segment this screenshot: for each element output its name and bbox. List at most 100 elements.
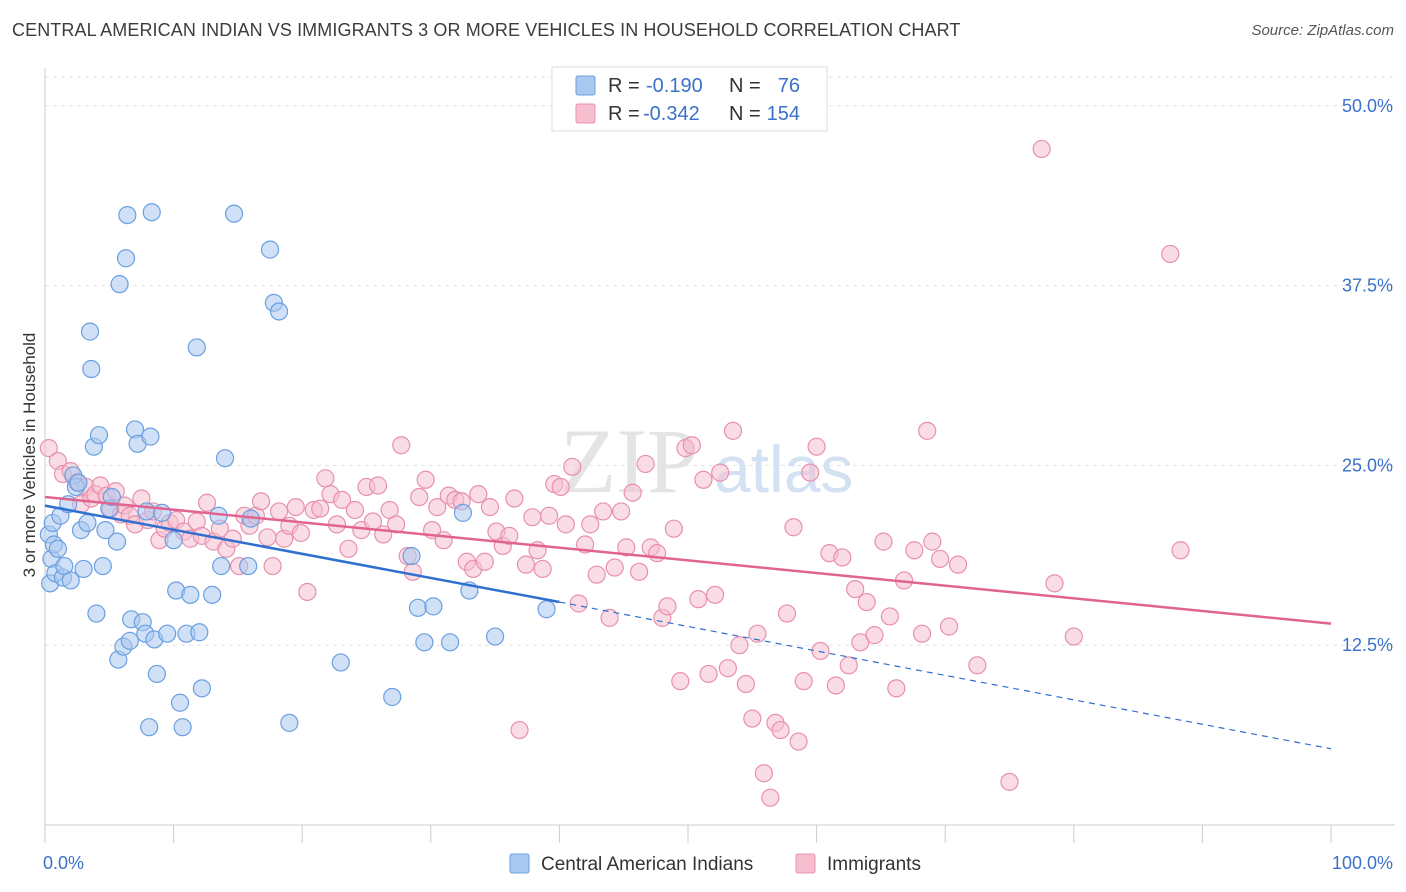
scatter-point <box>142 203 161 222</box>
scatter-point <box>158 624 177 643</box>
scatter-point <box>510 720 529 740</box>
scatter-point <box>754 764 773 783</box>
legend-r-label-1: R = <box>608 75 640 97</box>
scatter-point <box>1161 244 1180 264</box>
scatter-point <box>291 523 311 543</box>
scatter-point <box>880 607 900 626</box>
scatter-point <box>258 528 277 547</box>
source-label: Source: ZipAtlas.com <box>1251 22 1394 39</box>
scatter-point <box>612 502 631 521</box>
scatter-point <box>402 546 421 566</box>
legend-swatch-blue <box>575 75 596 96</box>
scatter-point <box>424 597 443 616</box>
scatter-point <box>345 500 365 520</box>
scatter-point <box>116 249 136 268</box>
scatter-point <box>74 559 93 579</box>
y-tick-label: 25.0% <box>1342 455 1393 475</box>
scatter-point <box>251 492 271 511</box>
scatter-point <box>807 437 826 456</box>
scatter-point <box>1171 541 1190 560</box>
scatter-point <box>874 532 893 551</box>
watermark-atlas: atlas <box>714 432 853 506</box>
scatter-point <box>368 476 388 495</box>
scatter-point <box>682 436 701 455</box>
scatter-point <box>39 439 58 458</box>
legend-r-value-1: -0.190 <box>646 75 703 97</box>
chart-title: CENTRAL AMERICAN INDIAN VS IMMIGRANTS 3 … <box>12 20 961 40</box>
scatter-point <box>486 627 505 646</box>
scatter-point <box>140 718 159 737</box>
scatter-point <box>968 656 987 675</box>
scatter-point <box>215 449 235 468</box>
legend-r-label-2: R = <box>608 103 640 125</box>
scatter-point <box>811 641 830 661</box>
scatter-point <box>331 653 350 672</box>
legend-n-value-1: 76 <box>778 75 800 97</box>
scatter-point <box>743 709 762 728</box>
scatter-point <box>948 555 968 574</box>
scatter-point <box>761 788 780 807</box>
scatter-point <box>48 539 67 558</box>
scatter-point <box>89 426 109 445</box>
scatter-point <box>664 519 683 538</box>
scatter-point <box>736 674 755 694</box>
scatter-point <box>61 571 80 590</box>
scatter-point <box>93 556 112 576</box>
scatter-point <box>857 592 876 612</box>
legend-r-value-2: -0.342 <box>643 103 700 125</box>
scatter-point <box>784 518 803 537</box>
legend-label-immigrants: Immigrants <box>827 854 921 875</box>
scatter-point <box>480 498 500 517</box>
scatter-point <box>1064 627 1083 646</box>
legend-label-central-american-indians: Central American Indians <box>541 854 753 875</box>
scatter-point <box>594 502 613 521</box>
trend-line-central-american-indians <box>44 504 560 604</box>
scatter-point <box>839 656 858 675</box>
scatter-point <box>636 454 655 474</box>
scatter-point <box>865 626 884 645</box>
scatter-point <box>316 469 335 488</box>
y-axis-label: 3 or more Vehicles in Household <box>20 333 39 578</box>
scatter-point <box>563 457 582 476</box>
scatter-point <box>434 531 453 550</box>
scatter-point <box>170 693 190 712</box>
scatter-point <box>630 562 649 581</box>
scatter-point <box>551 477 570 497</box>
scatter-point <box>556 515 575 534</box>
y-tick-label: 12.5% <box>1342 635 1393 655</box>
scatter-point <box>212 556 231 576</box>
scatter-point <box>801 463 820 482</box>
scatter-point <box>453 503 473 522</box>
y-tick-label: 50.0% <box>1342 96 1393 116</box>
scatter-point <box>600 608 619 627</box>
scatter-point <box>723 421 743 440</box>
scatter-point <box>416 470 435 489</box>
scatter-point <box>605 558 624 577</box>
scatter-point <box>689 590 708 609</box>
scatter-point <box>110 275 129 294</box>
scatter-point <box>711 463 730 482</box>
scatter-point <box>794 672 813 691</box>
scatter-point <box>617 538 636 557</box>
tick-labels: 12.5% 25.0% 37.5% 50.0% 0.0% 100.0% <box>43 96 1393 873</box>
series-layer <box>39 139 1190 807</box>
scatter-point <box>383 687 402 707</box>
scatter-point <box>705 585 725 604</box>
scatter-point <box>930 549 950 568</box>
scatter-point <box>386 515 406 534</box>
watermark: ZIP atlas <box>560 410 853 512</box>
scatter-point <box>1000 772 1019 791</box>
scatter-point <box>730 636 749 655</box>
x-tick-label: 100.0% <box>1332 853 1393 873</box>
scatter-point <box>469 485 488 504</box>
scatter-point <box>569 594 588 613</box>
series-legend: Central American Indians Immigrants <box>509 853 921 875</box>
scatter-point <box>912 624 932 643</box>
scatter-point <box>428 498 447 517</box>
scatter-point <box>269 302 289 321</box>
scatter-point <box>239 556 258 576</box>
scatter-point <box>311 499 330 518</box>
trend-line-extension <box>559 601 1332 750</box>
scatter-point <box>187 338 206 357</box>
